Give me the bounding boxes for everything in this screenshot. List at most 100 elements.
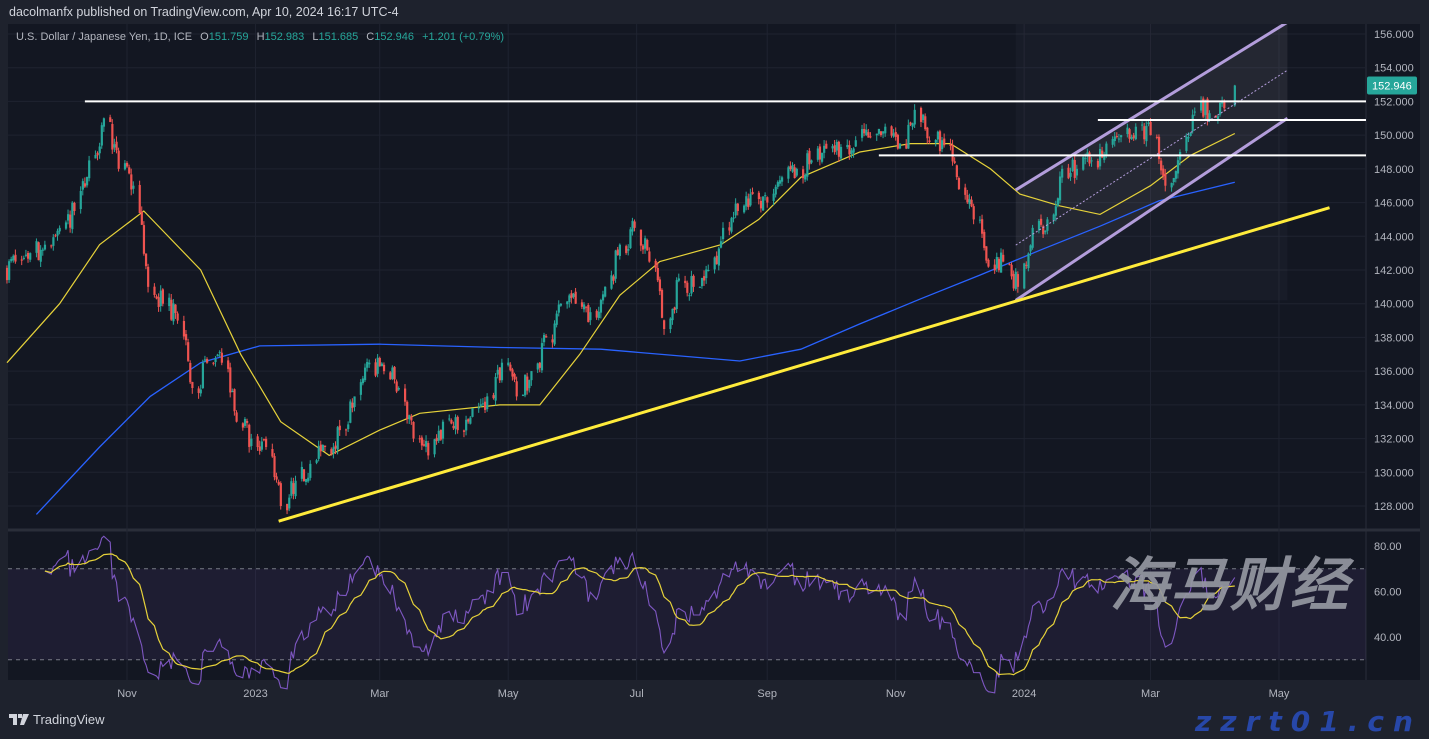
- candle-body: [810, 160, 813, 163]
- candle-body: [854, 140, 857, 147]
- candle-body: [545, 336, 548, 338]
- candle-body: [1204, 101, 1207, 115]
- candle-body: [349, 401, 352, 423]
- candle-body: [1115, 136, 1119, 138]
- candle-body: [658, 279, 662, 292]
- candle-body: [715, 255, 718, 265]
- candle-body: [353, 396, 356, 408]
- candle-body: [728, 227, 731, 231]
- publish-header: dacolmanfx published on TradingView.com,…: [0, 0, 1429, 24]
- candle-body: [1025, 264, 1028, 266]
- candle-body: [10, 258, 13, 261]
- candle-body: [852, 148, 855, 153]
- candle-body: [528, 380, 531, 389]
- candle-body: [675, 280, 678, 310]
- candle-body: [595, 310, 598, 318]
- candle-body: [212, 362, 215, 364]
- candle-body: [441, 421, 445, 439]
- candle-body: [555, 313, 558, 325]
- candle-body: [315, 460, 318, 463]
- candle-body: [319, 444, 322, 452]
- candle-body: [58, 227, 61, 232]
- candle-body: [144, 253, 148, 267]
- candle-body: [1067, 167, 1070, 179]
- candle-body: [764, 195, 767, 197]
- candle-body: [29, 253, 32, 260]
- candle-body: [382, 364, 386, 372]
- candle-body: [153, 286, 156, 295]
- candle-body: [559, 303, 563, 306]
- candle-body: [787, 167, 790, 179]
- candle-body: [536, 363, 539, 370]
- candle-body: [1189, 132, 1192, 136]
- candle-body: [747, 198, 750, 208]
- candle-body: [126, 162, 129, 167]
- candle-body: [911, 123, 914, 127]
- axes[interactable]: Nov 2023 Mar May Jul Sep Nov 2024 Mar May 156.000 1…: [117, 29, 1417, 700]
- candle-body: [1101, 150, 1104, 158]
- candle-body: [1082, 157, 1085, 170]
- candle-body: [1117, 138, 1121, 140]
- candle-body: [1172, 178, 1175, 183]
- price-tick-label: 130.000: [1374, 467, 1414, 479]
- candle-body: [1208, 113, 1211, 120]
- candle-body: [330, 449, 333, 454]
- candle-body: [633, 221, 636, 228]
- time-tick-label: Nov: [117, 688, 137, 700]
- candle-body: [818, 146, 822, 160]
- candle-body: [361, 378, 365, 384]
- candle-body: [256, 436, 259, 448]
- candle-body: [644, 238, 647, 249]
- price-tick-label: 128.000: [1374, 501, 1414, 513]
- candle-body: [439, 429, 442, 440]
- ma-fast-line: [6, 132, 1236, 457]
- candle-body: [1149, 121, 1152, 136]
- candle-body: [922, 114, 925, 121]
- candle-body: [625, 246, 628, 253]
- candle-body: [130, 174, 133, 190]
- candle-body: [336, 427, 339, 450]
- candle-body: [924, 116, 927, 130]
- candle-body: [934, 139, 937, 143]
- candle-body: [869, 136, 872, 138]
- channel-range-shade: [1015, 24, 1288, 301]
- candle-body: [660, 289, 664, 318]
- candle-body: [1069, 172, 1072, 177]
- candle-body: [123, 163, 127, 170]
- candle-body: [1187, 137, 1190, 139]
- candle-body: [52, 237, 55, 246]
- candle-body: [408, 415, 411, 420]
- candle-body: [117, 150, 120, 169]
- candle-body: [776, 182, 779, 187]
- price-chart[interactable]: Nov 2023 Mar May Jul Sep Nov 2024 Mar May 156.000 1…: [0, 24, 1429, 706]
- candle-body: [418, 438, 421, 440]
- candle-body: [321, 445, 325, 451]
- candle-body: [111, 124, 114, 150]
- footer[interactable]: TradingView: [9, 712, 105, 727]
- chart-background: [8, 24, 1420, 680]
- candle-body: [997, 258, 1001, 271]
- candle-body: [406, 401, 409, 419]
- candle-body: [835, 141, 838, 151]
- candle-body: [218, 351, 221, 353]
- channel-drawing[interactable]: [1015, 24, 1288, 301]
- candle-body: [1219, 102, 1222, 115]
- candle-body: [20, 259, 23, 261]
- drawings[interactable]: [84, 24, 1366, 523]
- symbol-name: U.S. Dollar / Japanese Yen, 1D, ICE: [16, 31, 193, 43]
- candle-body: [1023, 263, 1026, 289]
- candle-body: [50, 245, 53, 247]
- candle-body: [229, 367, 232, 393]
- candle-body: [540, 343, 544, 371]
- candle-body: [98, 146, 101, 154]
- candle-body: [279, 483, 282, 506]
- candle-body: [172, 303, 175, 322]
- candle-body: [317, 446, 320, 459]
- candle-body: [938, 131, 942, 152]
- candle-body: [511, 369, 514, 377]
- candle-body: [1216, 116, 1220, 120]
- candle-body: [553, 323, 556, 345]
- candle-body: [88, 160, 91, 179]
- candle-body: [1037, 220, 1041, 231]
- candle-body: [216, 354, 219, 357]
